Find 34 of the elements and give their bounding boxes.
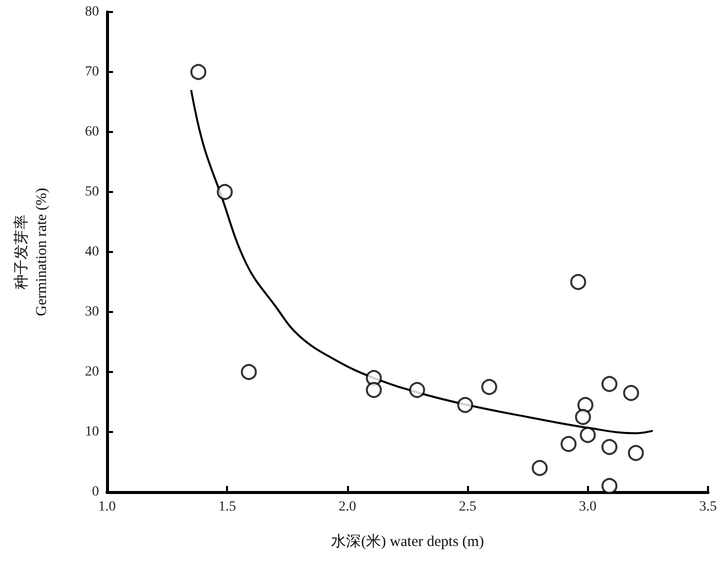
x-axis-title: 水深(米) water depts (m) [331, 533, 484, 550]
point [601, 376, 618, 392]
y-tick-label: 20 [85, 364, 99, 380]
x-tick-label: 1.5 [218, 500, 236, 514]
y-tick-label: 70 [85, 64, 99, 80]
y-tick-label: 50 [85, 184, 99, 200]
y-tick-label: 60 [85, 124, 99, 140]
x-tick-label: 2.5 [458, 500, 476, 514]
point [240, 364, 257, 380]
point [580, 427, 596, 443]
y-tick-label: 10 [85, 424, 99, 440]
point [570, 274, 586, 290]
y-tick-label: 40 [85, 244, 99, 260]
x-tick-label: 1.0 [98, 500, 116, 514]
point [457, 397, 474, 413]
point [575, 409, 591, 425]
point [623, 385, 640, 401]
x-tick-label: 2.0 [338, 500, 356, 514]
point [366, 382, 382, 398]
point [560, 436, 577, 452]
point [190, 64, 206, 80]
x-tick-label: 3.0 [579, 500, 597, 514]
point [628, 445, 644, 461]
point [216, 184, 233, 200]
point [601, 439, 618, 455]
y-tick-label: 80 [85, 4, 99, 20]
point [481, 379, 498, 395]
y-tick-label: 0 [92, 484, 99, 500]
x-tick-label: 3.5 [699, 500, 717, 514]
y-tick-label: 30 [85, 304, 99, 320]
point [409, 382, 426, 398]
y-axis-title: 种子发芽率 Germination rate (%) [13, 188, 50, 316]
point [601, 478, 618, 494]
point [532, 460, 548, 476]
